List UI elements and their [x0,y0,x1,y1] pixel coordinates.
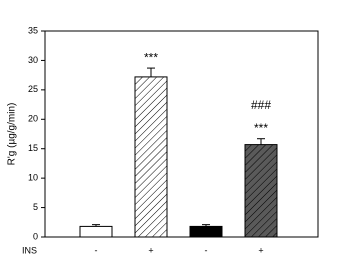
annotation: ### [251,98,271,112]
x-tick-label: + [258,245,263,255]
y-tick-label: 5 [33,202,38,212]
bar [244,144,278,238]
y-tick-label: 30 [28,55,38,65]
y-tick-label: 20 [28,114,38,124]
y-tick-label: 15 [28,143,38,153]
x-axis-label: INS [22,245,37,255]
bar [79,225,113,238]
x-tick-label: - [205,245,208,255]
y-tick-label: 25 [28,84,38,94]
bar [134,76,168,238]
annotation: *** [254,121,268,135]
y-tick-label: 10 [28,173,38,183]
x-tick-label: - [95,245,98,255]
y-tick-label: 0 [33,231,38,241]
x-tick-label: + [148,245,153,255]
y-axis-label: R'g (µg/g/min) [7,103,18,166]
plot-frame [44,30,319,238]
annotation: *** [144,50,158,64]
bar [189,225,223,238]
y-tick-label: 35 [28,25,38,35]
